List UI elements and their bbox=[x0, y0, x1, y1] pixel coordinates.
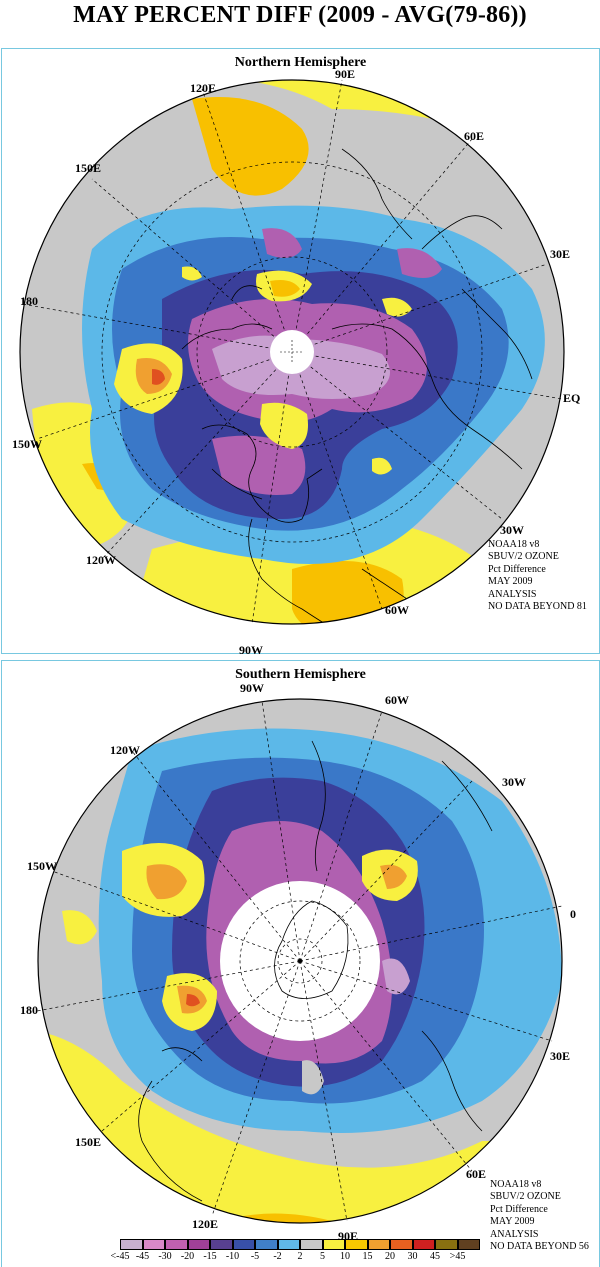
south-lon-label: 150E bbox=[75, 1135, 101, 1150]
legend-swatch bbox=[120, 1239, 143, 1250]
legend-label: 15 bbox=[363, 1251, 373, 1262]
legend-swatch bbox=[300, 1239, 323, 1250]
info-line: ANALYSIS bbox=[490, 1229, 589, 1241]
info-line: NOAA18 v8 bbox=[490, 1179, 589, 1191]
info-line: Pct Difference bbox=[488, 564, 587, 576]
legend-label: 2 bbox=[298, 1251, 303, 1262]
info-line: NO DATA BEYOND 81 bbox=[488, 601, 587, 613]
info-line: MAY 2009 bbox=[490, 1216, 589, 1228]
legend-label: 20 bbox=[385, 1251, 395, 1262]
southern-hemisphere-panel: Southern Hemisphere bbox=[1, 660, 600, 1267]
north-lon-label: 180 bbox=[20, 294, 38, 309]
north-lon-label: 90E bbox=[335, 67, 355, 82]
legend-swatch bbox=[435, 1239, 458, 1250]
legend-label: -20 bbox=[181, 1251, 194, 1262]
legend-label: 30 bbox=[408, 1251, 418, 1262]
info-line: ANALYSIS bbox=[488, 589, 587, 601]
legend-label: 45 bbox=[430, 1251, 440, 1262]
south-lon-label: 60E bbox=[466, 1167, 486, 1182]
south-lon-label: 120E bbox=[192, 1217, 218, 1232]
legend-swatch bbox=[278, 1239, 301, 1250]
north-lon-label: EQ bbox=[563, 391, 580, 406]
north-lon-label: 150E bbox=[75, 161, 101, 176]
legend-swatch bbox=[323, 1239, 346, 1250]
northern-hemisphere-panel: Northern Hemisphere bbox=[1, 48, 600, 654]
south-lon-label: 150W bbox=[27, 859, 57, 874]
legend-swatch bbox=[390, 1239, 413, 1250]
legend-swatch bbox=[458, 1239, 481, 1250]
north-lon-label: 90W bbox=[239, 643, 263, 658]
legend-swatch bbox=[165, 1239, 188, 1250]
south-lon-label: 120W bbox=[110, 743, 140, 758]
south-lon-label: 180 bbox=[20, 1003, 38, 1018]
legend-swatch bbox=[413, 1239, 436, 1250]
legend-label: -5 bbox=[251, 1251, 259, 1262]
north-lon-label: 60E bbox=[464, 129, 484, 144]
page-title: MAY PERCENT DIFF (2009 - AVG(79-86)) bbox=[0, 0, 600, 30]
north-lon-label: 150W bbox=[12, 437, 42, 452]
legend-swatch bbox=[368, 1239, 391, 1250]
legend-swatch bbox=[255, 1239, 278, 1250]
north-lon-label: 120E bbox=[190, 81, 216, 96]
north-lon-label: 30W bbox=[500, 523, 524, 538]
info-line: SBUV/2 OZONE bbox=[488, 551, 587, 563]
legend-label: -2 bbox=[273, 1251, 281, 1262]
legend-label: 10 bbox=[340, 1251, 350, 1262]
south-lon-label: 90W bbox=[240, 681, 264, 696]
legend-label: -45 bbox=[136, 1251, 149, 1262]
legend-swatch bbox=[345, 1239, 368, 1250]
legend-label: -30 bbox=[158, 1251, 171, 1262]
legend-label: -10 bbox=[226, 1251, 239, 1262]
south-lon-label: 30W bbox=[502, 775, 526, 790]
north-positive-gold-bottom bbox=[292, 561, 404, 639]
legend-label: >45 bbox=[450, 1251, 466, 1262]
legend-swatch bbox=[210, 1239, 233, 1250]
south-lon-label: 0 bbox=[570, 907, 576, 922]
south-info-block: NOAA18 v8 SBUV/2 OZONE Pct Difference MA… bbox=[490, 1179, 589, 1253]
legend-label: 5 bbox=[320, 1251, 325, 1262]
info-line: NO DATA BEYOND 56 bbox=[490, 1241, 589, 1253]
north-info-block: NOAA18 v8 SBUV/2 OZONE Pct Difference MA… bbox=[488, 539, 587, 613]
north-lon-label: 30E bbox=[550, 247, 570, 262]
info-line: Pct Difference bbox=[490, 1204, 589, 1216]
info-line: NOAA18 v8 bbox=[488, 539, 587, 551]
north-lon-label: 120W bbox=[86, 553, 116, 568]
legend-swatch bbox=[143, 1239, 166, 1250]
info-line: MAY 2009 bbox=[488, 576, 587, 588]
legend-swatch bbox=[188, 1239, 211, 1250]
legend-label: <-45 bbox=[111, 1251, 130, 1262]
southern-hemisphere-map bbox=[2, 661, 599, 1267]
legend-label: -15 bbox=[203, 1251, 216, 1262]
north-lon-label: 60W bbox=[385, 603, 409, 618]
legend-swatch bbox=[233, 1239, 256, 1250]
info-line: SBUV/2 OZONE bbox=[490, 1191, 589, 1203]
south-positive-yellow-top-right bbox=[362, 661, 462, 711]
south-lon-label: 60W bbox=[385, 693, 409, 708]
south-lon-label: 30E bbox=[550, 1049, 570, 1064]
